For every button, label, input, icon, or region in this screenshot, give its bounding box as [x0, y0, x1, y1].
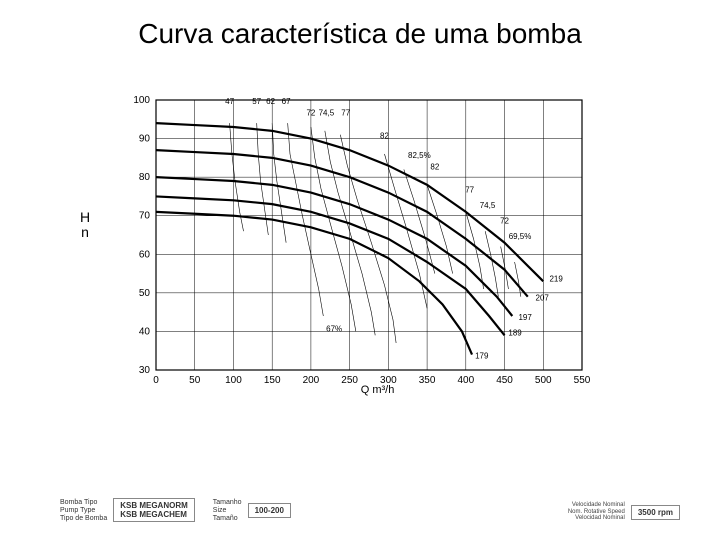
svg-text:90: 90 [139, 134, 151, 145]
svg-text:Q m³/h: Q m³/h [361, 384, 395, 396]
svg-text:550: 550 [574, 375, 591, 386]
svg-text:82: 82 [430, 162, 439, 171]
svg-text:189: 189 [508, 328, 522, 337]
svg-text:72: 72 [500, 216, 509, 225]
svg-text:0: 0 [153, 375, 159, 386]
svg-text:250: 250 [341, 375, 358, 386]
svg-text:80: 80 [139, 172, 151, 183]
svg-text:197: 197 [518, 313, 532, 322]
svg-text:82,5%: 82,5% [408, 151, 431, 160]
svg-text:350: 350 [419, 375, 436, 386]
svg-text:47: 47 [225, 97, 234, 106]
footer-info: Bomba Tipo Pump Type Tipo de Bomba KSB M… [60, 498, 680, 522]
svg-text:40: 40 [139, 326, 151, 337]
svg-text:67%: 67% [326, 324, 342, 333]
svg-text:219: 219 [549, 274, 563, 283]
svg-text:72: 72 [306, 108, 315, 117]
svg-text:82: 82 [380, 132, 389, 141]
svg-text:62: 62 [266, 97, 275, 106]
y-axis-title: H n [80, 210, 90, 241]
svg-text:57: 57 [252, 97, 261, 106]
svg-text:450: 450 [496, 375, 513, 386]
svg-text:100: 100 [225, 375, 242, 386]
svg-text:150: 150 [264, 375, 281, 386]
svg-text:179: 179 [475, 351, 489, 360]
svg-text:50: 50 [139, 288, 151, 299]
svg-text:200: 200 [303, 375, 320, 386]
svg-text:77: 77 [465, 186, 474, 195]
svg-text:70: 70 [139, 211, 151, 222]
svg-text:30: 30 [139, 365, 151, 376]
pump-curve-chart: 0501001502002503003504004505005503040506… [120, 88, 600, 398]
svg-text:67: 67 [282, 97, 291, 106]
svg-text:207: 207 [536, 294, 550, 303]
svg-text:77: 77 [341, 108, 350, 117]
svg-text:500: 500 [535, 375, 552, 386]
svg-text:100: 100 [133, 95, 150, 106]
svg-text:50: 50 [189, 375, 201, 386]
slide-title: Curva característica de uma bomba [0, 18, 720, 50]
svg-text:60: 60 [139, 249, 151, 260]
svg-text:74,5: 74,5 [319, 108, 335, 117]
svg-text:74,5: 74,5 [480, 201, 496, 210]
svg-text:400: 400 [457, 375, 474, 386]
svg-text:69,5%: 69,5% [509, 232, 532, 241]
